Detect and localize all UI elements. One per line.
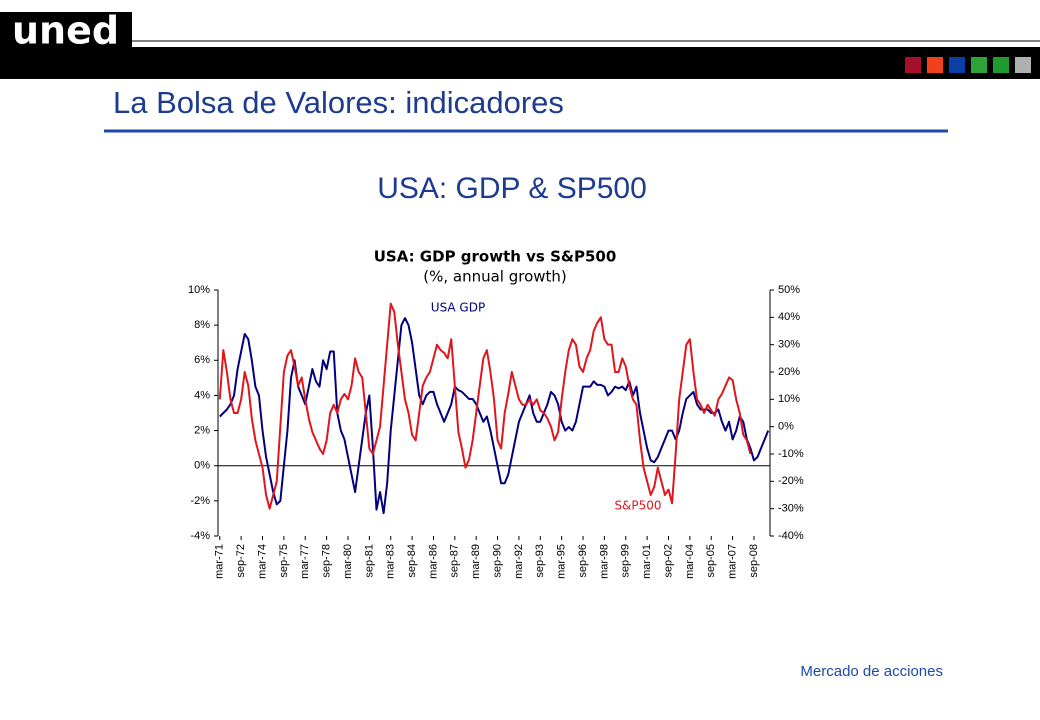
y2-tick-label: -20%	[778, 475, 804, 487]
square	[927, 57, 943, 73]
y2-tick-label: -40%	[778, 530, 804, 542]
x-tick-label: mar-83	[385, 544, 397, 579]
x-tick-label: sep-02	[662, 544, 674, 578]
x-tick-label: mar-71	[214, 544, 226, 579]
x-tick-label: mar-80	[342, 544, 354, 579]
x-tick-label: sep-87	[449, 544, 461, 578]
y2-tick-label: 50%	[778, 284, 800, 296]
y-tick-label: 10%	[188, 284, 210, 296]
chart-subtitle: (%, annual growth)	[423, 268, 567, 286]
x-tick-label: sep-08	[748, 544, 760, 578]
y2-tick-label: -30%	[778, 503, 804, 515]
y-tick-label: 4%	[194, 389, 210, 401]
logo-box	[0, 12, 132, 52]
x-tick-label: mar-89	[470, 544, 482, 579]
x-tick-label: sep-99	[620, 544, 632, 578]
y-tick-label: 2%	[194, 424, 210, 436]
x-tick-label: mar-98	[598, 544, 610, 579]
x-tick-label: sep-96	[577, 544, 589, 578]
y2-tick-label: 20%	[778, 366, 800, 378]
x-tick-label: sep-84	[406, 544, 418, 578]
x-tick-label: mar-86	[427, 544, 439, 579]
y2-tick-label: 0%	[778, 421, 794, 433]
square	[905, 57, 921, 73]
x-tick-label: mar-92	[513, 544, 525, 579]
x-tick-label: sep-93	[534, 544, 546, 578]
x-tick-label: mar-07	[727, 544, 739, 579]
chart-title: USA: GDP growth vs S&P500	[374, 248, 617, 266]
square	[971, 57, 987, 73]
x-tick-label: mar-04	[684, 544, 696, 579]
y-tick-label: 6%	[194, 354, 210, 366]
square	[1015, 57, 1031, 73]
square	[949, 57, 965, 73]
annotation: S&P500	[614, 499, 661, 513]
header-bar	[0, 47, 1040, 79]
x-tick-label: sep-75	[278, 544, 290, 578]
series-line	[218, 302, 752, 510]
x-tick-label: mar-77	[299, 544, 311, 579]
x-tick-label: mar-74	[256, 544, 268, 579]
x-tick-label: sep-78	[321, 544, 333, 578]
annotation: USA GDP	[431, 301, 485, 315]
slide-subtitle: USA: GDP & SP500	[377, 172, 647, 205]
y-tick-label: 8%	[194, 319, 210, 331]
x-tick-label: sep-81	[363, 544, 375, 578]
y2-tick-label: 30%	[778, 339, 800, 351]
y2-tick-label: 40%	[778, 311, 800, 323]
y-tick-label: -2%	[190, 495, 210, 507]
y2-tick-label: -10%	[778, 448, 804, 460]
y-tick-label: 0%	[194, 460, 210, 472]
x-tick-label: sep-90	[491, 544, 503, 578]
y-tick-label: -4%	[190, 530, 210, 542]
x-tick-label: sep-72	[235, 544, 247, 578]
logo: uned	[12, 9, 119, 53]
slide-title: La Bolsa de Valores: indicadores	[113, 85, 564, 120]
y2-tick-label: 10%	[778, 393, 800, 405]
x-tick-label: mar-01	[641, 544, 653, 579]
x-tick-label: sep-05	[705, 544, 717, 578]
x-tick-label: mar-95	[556, 544, 568, 579]
footer: Mercado de acciones	[800, 663, 943, 680]
square	[993, 57, 1009, 73]
